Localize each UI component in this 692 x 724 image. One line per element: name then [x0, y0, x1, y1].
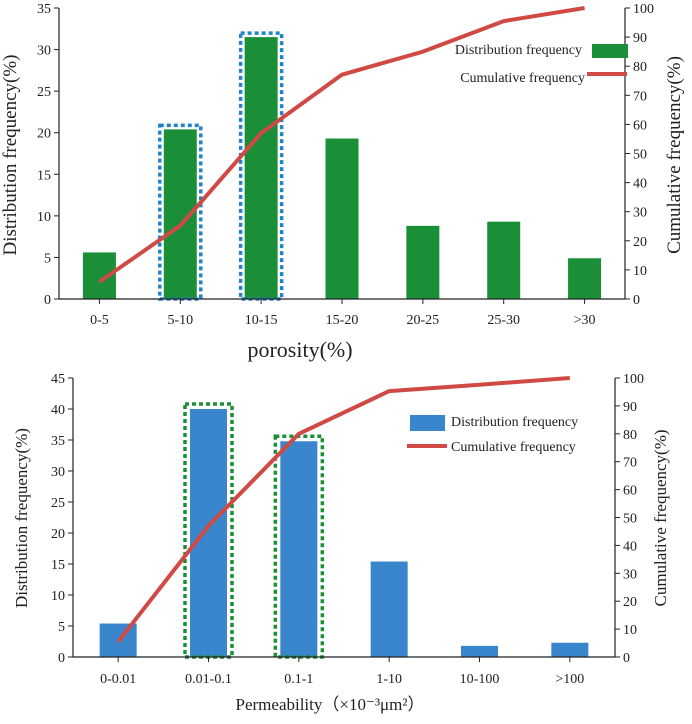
porosity-legend-distribution: Distribution frequency: [455, 43, 582, 58]
right-tick-label: 0: [623, 651, 630, 666]
cumulative-line: [98, 6, 585, 284]
bar-1-10: [370, 561, 408, 657]
right-tick-label: 80: [633, 60, 647, 75]
left-tick-label: 15: [51, 558, 65, 573]
right-tick-label: 20: [623, 595, 637, 610]
permeability-right-ticks: 0 10 20 30 40 50 60 70 80 90 100: [615, 372, 644, 666]
right-tick-label: 0: [633, 293, 640, 308]
left-tick-label: 30: [51, 465, 65, 480]
x-tick-label: 0.1-1: [284, 672, 313, 687]
left-tick-label: 5: [58, 620, 65, 635]
permeability-bars: [99, 409, 589, 657]
right-tick-label: 50: [633, 148, 647, 163]
left-tick-label: 35: [37, 2, 51, 17]
permeability-x-axis-label: Permeability（×10⁻³μm²）: [236, 695, 425, 714]
porosity-chart: 0 5 10 15 20 25 30 35 0 10 20 30 40 50 60 70 80 90 100 0-…: [0, 2, 685, 362]
right-tick-label: 70: [623, 456, 637, 471]
porosity-legend-cumulative: Cumulative frequency: [460, 71, 585, 86]
porosity-left-ticks: 0 5 10 15 20 25 30 35: [37, 2, 59, 308]
porosity-right-ticks: 0 10 20 30 40 50 60 70 80 90 100: [625, 2, 654, 308]
left-tick-label: 0: [44, 293, 51, 308]
x-tick-label: 10-15: [245, 313, 278, 328]
x-tick-label: 25-30: [487, 313, 520, 328]
right-tick-label: 90: [623, 400, 637, 415]
legend-bar-swatch: [592, 44, 628, 58]
permeability-right-axis-label: Cumulative frequency(%): [651, 429, 670, 606]
x-tick-label: >30: [574, 313, 596, 328]
x-tick-label: 0.01-0.1: [185, 672, 232, 687]
permeability-cumulative-line-group: [116, 376, 570, 643]
right-tick-label: 100: [623, 372, 644, 387]
right-tick-label: 40: [623, 539, 637, 554]
right-tick-label: 10: [633, 264, 647, 279]
right-tick-label: 60: [633, 118, 647, 133]
permeability-legend-cumulative: Cumulative frequency: [451, 440, 576, 455]
x-tick-label: 0-0.01: [100, 672, 136, 687]
right-tick-label: 50: [623, 512, 637, 527]
x-tick-label: 10-100: [460, 672, 500, 687]
left-tick-label: 15: [37, 168, 51, 183]
permeability-legend-distribution: Distribution frequency: [451, 415, 578, 430]
left-tick-label: 10: [37, 210, 51, 225]
left-tick-label: 30: [37, 44, 51, 59]
porosity-legend: Distribution frequency Cumulative freque…: [455, 43, 628, 86]
right-tick-label: 60: [623, 484, 637, 499]
left-tick-label: 20: [37, 127, 51, 142]
left-tick-label: 10: [51, 589, 65, 604]
bar->30: [568, 258, 602, 299]
left-tick-label: 25: [51, 496, 65, 511]
permeability-left-ticks: 0 5 10 15 20 25 30 35 40 45: [51, 372, 73, 666]
bar-0.01-0.1: [190, 409, 227, 657]
porosity-right-axis-label: Cumulative frequency(%): [664, 56, 685, 254]
permeability-legend: Distribution frequency Cumulative freque…: [407, 415, 578, 455]
left-tick-label: 5: [44, 251, 51, 266]
bar-25-30: [487, 221, 521, 299]
bar-0.1-1: [280, 441, 318, 657]
bar-20-25: [406, 225, 440, 299]
left-tick-label: 45: [51, 372, 65, 387]
porosity-left-axis-label: Distribution frequency(%): [0, 54, 21, 255]
x-tick-label: 1-10: [376, 672, 402, 687]
left-tick-label: 20: [51, 527, 65, 542]
highlight-box-5-10: [158, 123, 203, 301]
left-tick-label: 0: [58, 651, 65, 666]
porosity-x-ticks: 0-5 5-10 10-15 15-20 20-25 25-30 >30: [90, 299, 596, 328]
x-tick-label: 15-20: [326, 313, 359, 328]
cumulative-line: [116, 376, 570, 643]
right-tick-label: 30: [633, 206, 647, 221]
right-tick-label: 20: [633, 235, 647, 250]
bar->100: [551, 642, 589, 657]
right-tick-label: 100: [633, 2, 654, 17]
right-tick-label: 70: [633, 89, 647, 104]
bar-15-20: [325, 138, 359, 299]
right-tick-label: 40: [633, 177, 647, 192]
right-tick-label: 90: [633, 31, 647, 46]
x-tick-label: >100: [555, 672, 584, 687]
left-tick-label: 40: [51, 403, 65, 418]
porosity-highlight-boxes: [158, 31, 284, 301]
left-tick-label: 25: [37, 85, 51, 100]
legend-bar-swatch: [410, 415, 445, 431]
x-tick-label: 5-10: [167, 313, 193, 328]
left-tick-label: 35: [51, 434, 65, 449]
porosity-x-axis-label: porosity(%): [247, 337, 352, 362]
bar-10-15: [244, 37, 278, 299]
porosity-cumulative-line-group: [98, 6, 585, 284]
x-tick-label: 0-5: [90, 313, 109, 328]
right-tick-label: 10: [623, 623, 637, 638]
x-tick-label: 20-25: [407, 313, 440, 328]
right-tick-label: 30: [623, 567, 637, 582]
right-tick-label: 80: [623, 428, 637, 443]
permeability-left-axis-label: Distribution frequency(%): [12, 428, 31, 608]
permeability-chart: 0 5 10 15 20 25 30 35 40 45 0 10 20 30 40 50 60 70 80 90 10…: [12, 372, 670, 714]
bar-10-100: [461, 645, 498, 657]
permeability-x-ticks: 0-0.01 0.01-0.1 0.1-1 1-10 10-100 >100: [100, 657, 584, 687]
